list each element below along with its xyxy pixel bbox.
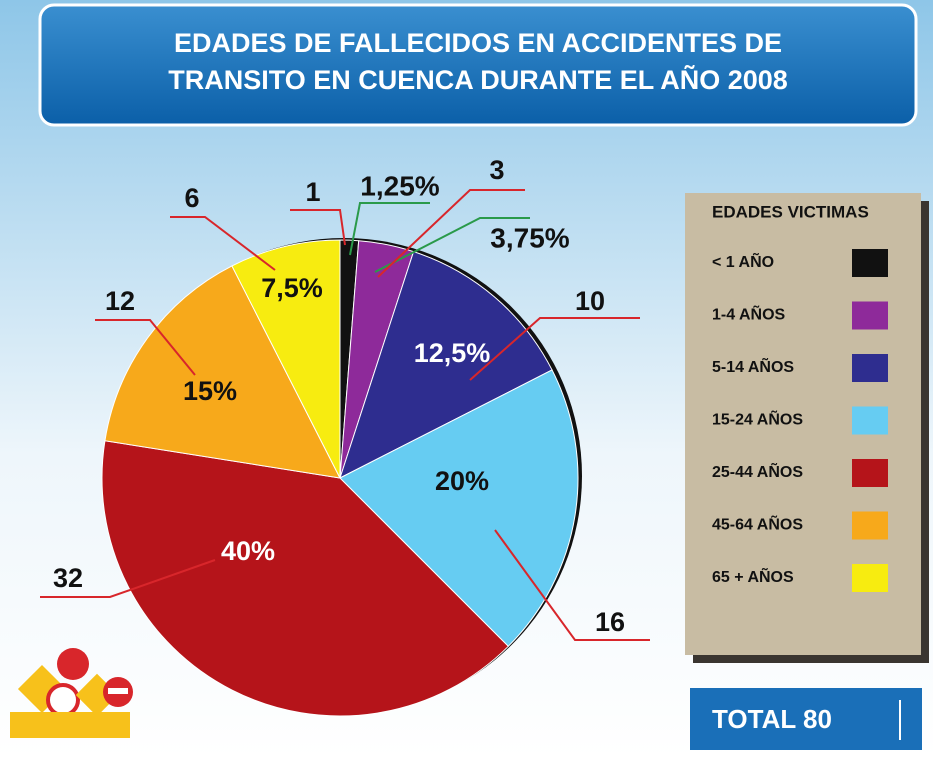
value-label: 12,5% — [414, 338, 491, 368]
value-label: 7,5% — [261, 273, 323, 303]
legend-swatch — [852, 564, 888, 592]
legend-swatch — [852, 354, 888, 382]
leader-line — [469, 317, 640, 381]
count-label: 32 — [53, 563, 83, 593]
legend-swatch — [852, 459, 888, 487]
value-label: 3,75% — [490, 222, 569, 253]
value-label: 20% — [435, 466, 489, 496]
count-label: 6 — [184, 183, 199, 213]
legend-swatch — [852, 301, 888, 330]
pie-slice — [104, 265, 341, 479]
title-box — [38, 3, 918, 127]
leader-line — [374, 217, 530, 273]
count-label: 16 — [595, 607, 625, 637]
count-label: 10 — [575, 286, 605, 316]
legend-swatch — [852, 249, 888, 277]
leader-line — [40, 559, 216, 598]
pie-slice — [339, 251, 553, 479]
pie-slice — [339, 369, 579, 647]
leader-line — [290, 209, 346, 246]
total-box — [690, 688, 922, 750]
legend-label: 65 + AÑOS — [712, 566, 794, 586]
leader-line — [377, 189, 525, 278]
leader-line — [170, 216, 276, 271]
legend-label: 45-64 AÑOS — [712, 514, 803, 534]
legend-title: EDADES VICTIMAS — [712, 202, 869, 221]
legend-label: 5-14 AÑOS — [712, 356, 794, 376]
count-label: 3 — [489, 155, 504, 185]
legend-label: 15-24 AÑOS — [712, 409, 803, 429]
legend-label: < 1 AÑO — [712, 251, 774, 271]
legend-label: 1-4 AÑOS — [712, 304, 786, 324]
chart-title: EDADES DE FALLECIDOS EN ACCIDENTES DE — [174, 28, 782, 58]
total-label: TOTAL 80 — [712, 704, 832, 734]
value-label: 1,25% — [360, 170, 439, 201]
value-label: 40% — [221, 536, 275, 566]
leader-line — [95, 319, 196, 376]
chart-title: TRANSITO EN CUENCA DURANTE EL AÑO 2008 — [168, 64, 788, 95]
legend-swatch — [852, 406, 888, 435]
pie-slice — [101, 440, 509, 717]
count-label: 1 — [305, 177, 320, 207]
count-label: 12 — [105, 286, 135, 316]
value-label: 15% — [183, 376, 237, 406]
pie-slice — [231, 239, 341, 479]
leader-line — [349, 202, 430, 256]
legend-swatch — [852, 511, 888, 540]
leader-line — [494, 529, 650, 641]
legend-label: 25-44 AÑOS — [712, 461, 803, 481]
